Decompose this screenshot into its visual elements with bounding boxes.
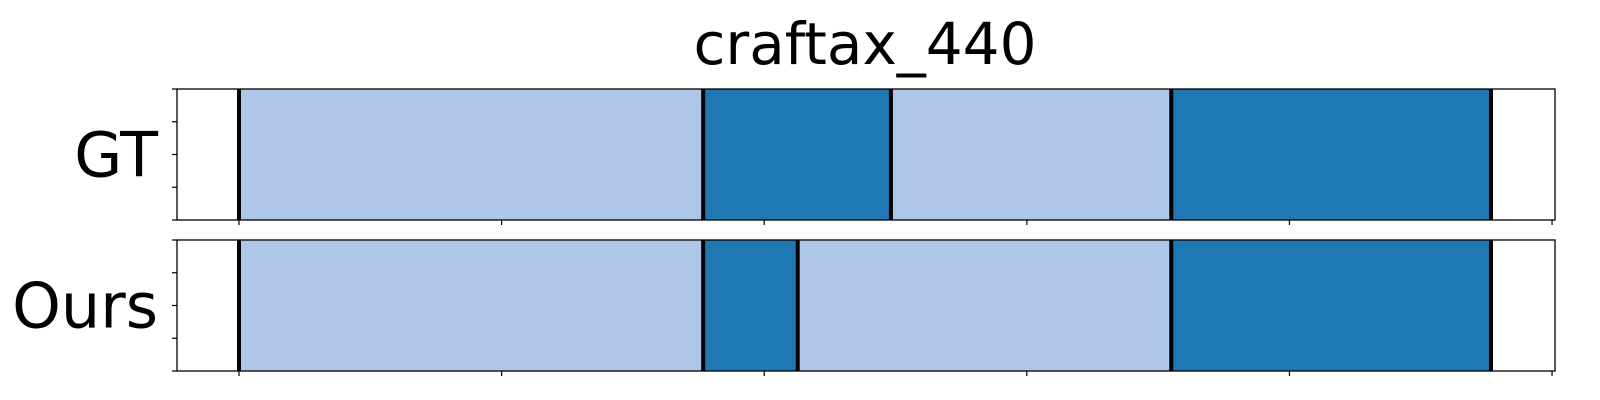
segment-ours-2	[797, 240, 1172, 371]
segment-ours-1	[703, 240, 798, 371]
segment-ours-0	[239, 240, 704, 371]
segment-gt-3	[1171, 89, 1491, 220]
row-label-gt: GT	[74, 119, 159, 192]
segment-gt-0	[239, 89, 704, 220]
segment-gt-2	[890, 89, 1172, 220]
row-ours: Ours	[12, 239, 1556, 376]
segment-ours-3	[1171, 240, 1491, 371]
chart-title: craftax_440	[694, 10, 1037, 78]
rows-layer: GT Ours	[12, 88, 1556, 376]
segment-gt-1	[703, 89, 891, 220]
row-label-ours: Ours	[12, 270, 158, 343]
row-gt: GT	[74, 88, 1556, 225]
